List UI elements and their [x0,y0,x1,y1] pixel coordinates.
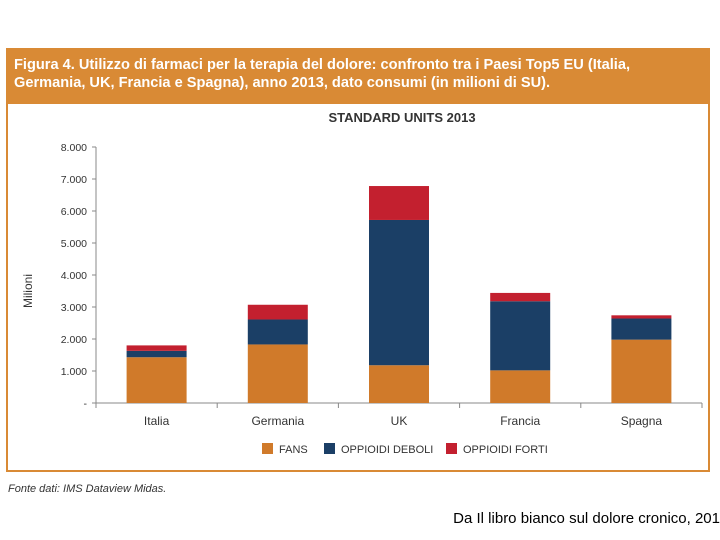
chart-title: STANDARD UNITS 2013 [328,110,475,125]
bar-italia-fans [126,357,187,403]
bar-uk-oppioidi-deboli [369,219,429,366]
legend-label: FANS [279,444,308,456]
bar-germania-oppioidi-deboli [247,319,308,345]
bar-spagna-fans [611,339,672,403]
bar-germania-fans [247,344,308,403]
legend-label: OPPIOIDI FORTI [463,444,548,456]
figure-title: Figura 4. Utilizzo di farmaci per la ter… [14,57,631,91]
y-tick-label: 7.000 [61,174,87,186]
y-tick-label: 6.000 [61,206,87,218]
y-tick-label: 3.000 [61,302,87,314]
legend-swatch-fans [262,443,273,454]
figure-header: Figura 4. Utilizzo di farmaci per la ter… [8,50,708,104]
bar-francia-fans [490,370,551,403]
y-axis-label: Milioni [21,274,35,308]
x-tick-label: Spagna [621,414,663,428]
y-tick-label: 5.000 [61,238,87,250]
bar-spagna-oppioidi-forti [611,315,672,319]
y-tick-label: - [84,398,88,410]
bar-uk-fans [369,365,429,403]
bar-uk-oppioidi-forti [369,186,429,220]
bar-germania-oppioidi-forti [247,304,308,320]
bar-francia-oppioidi-forti [490,292,551,302]
legend-label: OPPIOIDI DEBOLI [341,444,433,456]
x-tick-label: Italia [144,414,170,428]
y-tick-label: 2.000 [61,334,87,346]
x-tick-label: UK [391,414,408,428]
figure-frame: Figura 4. Utilizzo di farmaci per la ter… [6,48,710,472]
legend-swatch-oppioidi-forti [446,443,457,454]
y-tick-label: 4.000 [61,270,87,282]
bar-francia-oppioidi-deboli [490,301,551,371]
bar-italia-oppioidi-forti [126,345,187,351]
slide-caption: Da Il libro bianco sul dolore cronico, 2… [453,510,720,527]
source-note: Fonte dati: IMS Dataview Midas. [8,483,167,495]
x-tick-label: Germania [251,414,304,428]
x-tick-label: Francia [500,414,540,428]
bar-spagna-oppioidi-deboli [611,318,672,340]
y-tick-label: 1.000 [61,366,87,378]
bar-italia-oppioidi-deboli [126,350,187,358]
y-tick-label: 8.000 [61,142,87,154]
stacked-bar-chart: STANDARD UNITS 2013 Milioni - 1.000 2.000 3.0… [21,110,703,456]
legend-swatch-oppioidi-deboli [324,443,335,454]
